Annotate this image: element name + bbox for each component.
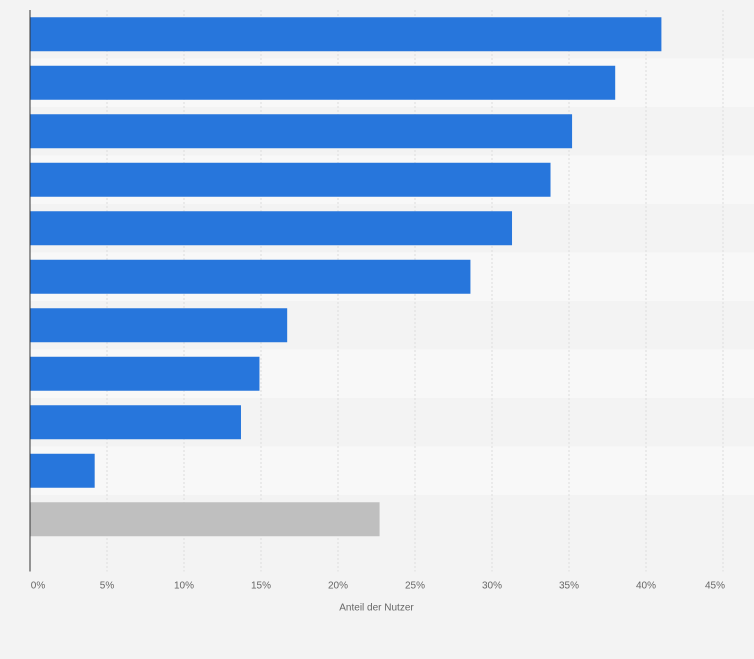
bar[interactable]	[30, 211, 513, 246]
x-tick-label: 40%	[636, 581, 656, 592]
bar[interactable]	[30, 356, 260, 391]
bar[interactable]	[30, 17, 662, 52]
row-band	[30, 446, 754, 495]
bar[interactable]	[30, 405, 241, 440]
bar[interactable]	[30, 308, 288, 343]
x-tick-label: 30%	[482, 581, 502, 592]
x-tick-label: 25%	[405, 581, 425, 592]
x-tick-label: 35%	[559, 581, 579, 592]
x-axis-ticks: 0% 5% 10% 15% 20% 25% 30% 35% 40% 45%	[31, 581, 725, 592]
x-tick-label: 15%	[251, 581, 271, 592]
bar[interactable]	[30, 502, 380, 537]
x-tick-label: 45%	[705, 581, 725, 592]
bars	[30, 17, 662, 537]
bar[interactable]	[30, 453, 95, 488]
bar[interactable]	[30, 162, 551, 197]
x-tick-label: 20%	[328, 581, 348, 592]
x-tick-label: 10%	[174, 581, 194, 592]
bar[interactable]	[30, 259, 471, 294]
x-axis-title: Anteil der Nutzer	[339, 603, 414, 614]
bar[interactable]	[30, 65, 616, 100]
x-tick-label: 0%	[31, 581, 46, 592]
x-tick-label: 5%	[100, 581, 115, 592]
bar[interactable]	[30, 114, 573, 149]
